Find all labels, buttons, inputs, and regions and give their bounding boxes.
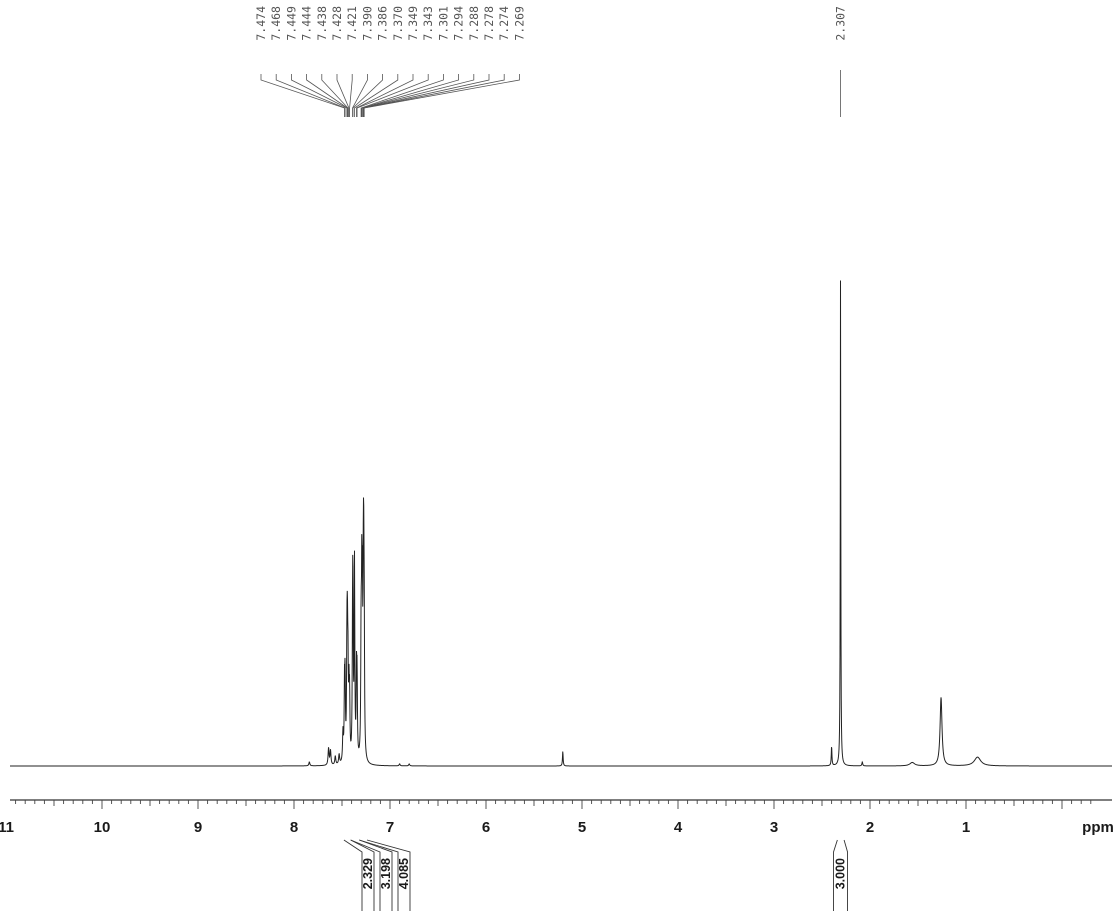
x-tick-label-7: 7 [386, 819, 394, 836]
peak-connector [354, 74, 399, 117]
integral-value: 3.000 [834, 858, 848, 889]
peak-label: 7.438 [315, 6, 329, 41]
peak-connector [306, 74, 348, 117]
integrals: 2.329 3.198 4.085 3.000 [343, 839, 848, 911]
peak-label: 7.278 [482, 6, 496, 41]
x-tick-label-4: 4 [674, 819, 683, 836]
peak-label: 7.274 [497, 6, 511, 41]
integral-bracket [359, 839, 399, 911]
x-tick-label-2: 2 [866, 819, 874, 836]
peak-label: 7.449 [284, 6, 298, 41]
peak-connector [361, 74, 460, 117]
peak-label: 7.386 [376, 6, 390, 41]
peak-connector [356, 74, 429, 117]
integral-bracket [359, 839, 393, 911]
integral-bracket [843, 839, 848, 911]
x-tick-label-11: 11 [0, 819, 14, 836]
x-tick-label-9: 9 [194, 819, 202, 836]
peak-connector [349, 74, 353, 117]
peak-label: 7.349 [406, 6, 420, 41]
integral-value: 2.329 [361, 858, 375, 889]
peak-label: 7.474 [254, 6, 268, 41]
x-tick-label-3: 3 [770, 819, 778, 836]
x-tick-label-6: 6 [482, 819, 490, 836]
peak-label: 7.421 [345, 6, 359, 41]
x-tick-label-1: 1 [962, 819, 970, 836]
peak-label: 7.288 [467, 6, 481, 41]
peak-label: 7.343 [421, 6, 435, 41]
peak-label: 7.269 [512, 6, 526, 41]
peak-connector [290, 74, 348, 117]
peak-connector [361, 74, 475, 117]
peak-connector [363, 74, 520, 117]
peak-label: 7.390 [360, 6, 374, 41]
integral-value: 3.198 [379, 858, 393, 889]
integral-bracket [833, 839, 838, 911]
peak-label: 7.370 [391, 6, 405, 41]
spectrum-trace-group [10, 280, 1112, 767]
peak-label: 7.468 [269, 6, 283, 41]
ppm-axis: 11 10 9 8 7 6 5 4 3 2 1 ppm [0, 799, 1114, 836]
peak-connector [321, 74, 349, 117]
peak-label: 7.428 [330, 6, 344, 41]
integral-bracket [343, 839, 363, 911]
peak-connector [336, 74, 350, 117]
integral-bracket [350, 839, 375, 911]
peak-connector [363, 74, 505, 117]
peak-connector [360, 74, 444, 117]
peak-connector [260, 74, 345, 117]
x-axis-unit-label: ppm [1082, 819, 1114, 836]
peak-labels: 7.474 7.468 7.449 7.444 7.438 7.428 7.421 7.390… [254, 6, 848, 117]
x-tick-label-8: 8 [290, 819, 298, 836]
peak-label: 7.301 [436, 6, 450, 41]
integral-bracket [366, 839, 411, 911]
integral-value: 4.085 [397, 858, 411, 889]
peak-connector [356, 74, 414, 117]
x-tick-label-10: 10 [94, 819, 111, 836]
peak-connector [352, 74, 384, 117]
integral-bracket [350, 839, 381, 911]
spectrum-line [10, 280, 1112, 767]
x-tick-label-5: 5 [578, 819, 586, 836]
peak-label-single: 2.307 [834, 6, 848, 41]
peak-connector [275, 74, 346, 117]
peak-label: 7.444 [300, 6, 314, 41]
peak-label: 7.294 [452, 6, 466, 41]
